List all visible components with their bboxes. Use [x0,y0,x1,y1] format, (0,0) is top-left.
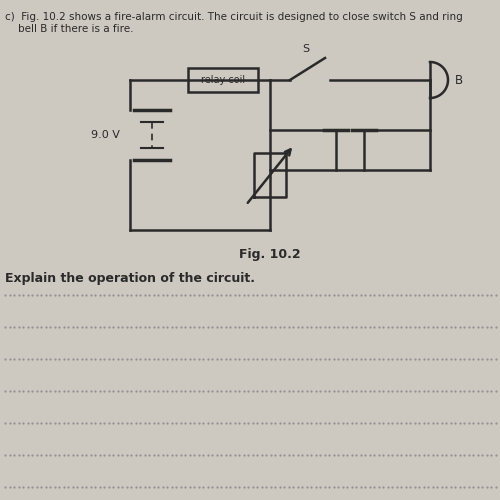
Text: 9.0 V: 9.0 V [91,130,120,140]
Text: S: S [302,44,309,54]
Text: B: B [455,74,463,86]
Text: Fig. 10.2: Fig. 10.2 [239,248,301,261]
Text: c)  Fig. 10.2 shows a fire-alarm circuit. The circuit is designed to close switc: c) Fig. 10.2 shows a fire-alarm circuit.… [5,12,463,22]
Bar [188,68,258,92]
Text: bell B if there is a fire.: bell B if there is a fire. [5,24,134,34]
Text: Explain the operation of the circuit.: Explain the operation of the circuit. [5,272,255,285]
Text: relay coil: relay coil [201,75,245,85]
